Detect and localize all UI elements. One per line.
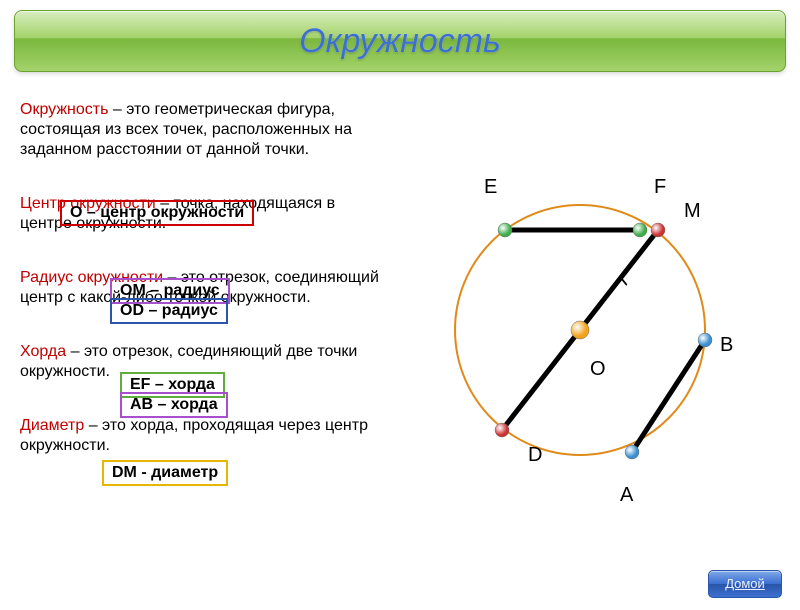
page-title: Окружность bbox=[299, 22, 501, 61]
point-label-O: O bbox=[590, 358, 606, 381]
def-circle: Окружность – это геометрическая фигура, … bbox=[20, 100, 390, 160]
content-area: Окружность – это геометрическая фигура, … bbox=[20, 100, 780, 560]
diagram-svg: r bbox=[420, 140, 760, 520]
point-label-M: M bbox=[684, 200, 701, 223]
overlay-diam: DМ - диаметр bbox=[102, 460, 228, 486]
term-chord: Хорда bbox=[20, 343, 66, 360]
overlay-center: О – центр окружности bbox=[60, 200, 254, 226]
home-button[interactable]: Домой bbox=[708, 570, 782, 598]
term-diameter: Диаметр bbox=[20, 417, 84, 434]
point-label-B: B bbox=[720, 334, 733, 357]
overlay-radius2: ОD – радиус bbox=[110, 298, 228, 324]
circle-diagram: r EFMBADO bbox=[420, 140, 760, 500]
term-circle: Окружность bbox=[20, 101, 108, 118]
point-label-E: E bbox=[484, 176, 497, 199]
title-bar: Окружность bbox=[14, 10, 786, 72]
def-diameter: Диаметр – это хорда, проходящая через це… bbox=[20, 416, 390, 456]
overlay-chord2: АВ – хорда bbox=[120, 392, 228, 418]
point-label-D: D bbox=[528, 444, 542, 467]
point-label-F: F bbox=[654, 176, 666, 199]
point-label-A: A bbox=[620, 484, 633, 507]
